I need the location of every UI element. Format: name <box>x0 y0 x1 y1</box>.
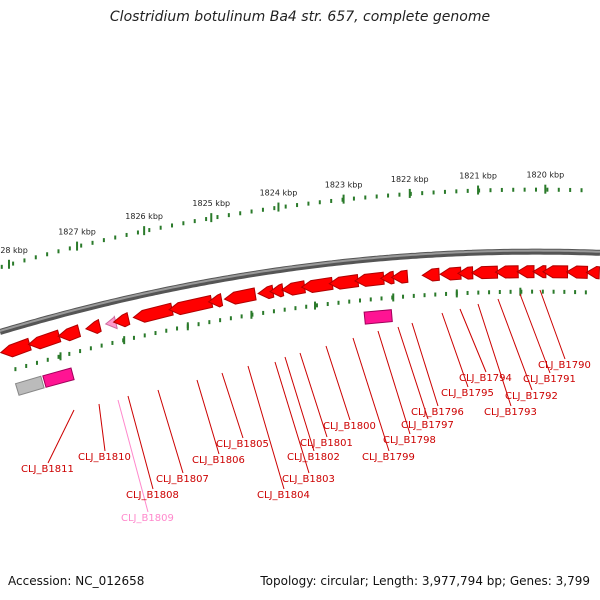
gene-feature-arrow <box>300 276 334 294</box>
gene-feature-arrow <box>421 267 440 282</box>
gene-label: CLJ_B1804 <box>257 490 310 501</box>
gray-feature <box>14 375 45 396</box>
gene-label: CLJ_B1800 <box>323 421 376 432</box>
gene-feature-arrow <box>565 265 589 279</box>
gene-label-leader <box>117 399 149 513</box>
gene-feature-arrow <box>84 318 102 335</box>
gene-label: CLJ_B1790 <box>538 360 591 371</box>
gene-feature-arrow <box>494 265 519 279</box>
kbp-label: 1825 kbp <box>192 199 230 208</box>
gene-feature-arrow <box>207 292 224 308</box>
gene-label-leader <box>397 326 429 420</box>
gene-label: CLJ_B1807 <box>156 474 209 485</box>
gene-label-leader <box>284 356 315 452</box>
gene-feature-arrow <box>132 302 174 323</box>
gene-feature-arrow <box>354 271 385 287</box>
kbp-label: 1823 kbp <box>325 181 363 190</box>
kbp-label: 1828 kbp <box>0 246 28 255</box>
rna-feature <box>42 367 75 388</box>
gene-label-leader <box>377 330 411 435</box>
kbp-label: 1824 kbp <box>260 189 298 198</box>
gene-label-leader <box>127 395 154 490</box>
gene-label: CLJ_B1796 <box>411 407 464 418</box>
gene-feature-arrow <box>456 266 474 280</box>
gene-label-leader <box>497 298 533 391</box>
gene-label: CLJ_B1806 <box>192 455 245 466</box>
gene-feature-arrow <box>516 265 535 279</box>
gene-feature-arrow <box>541 265 569 279</box>
gene-label: CLJ_B1809 <box>121 513 174 524</box>
gene-label-leader <box>459 308 487 373</box>
kbp-label: 1821 kbp <box>459 172 497 181</box>
gene-feature-arrow <box>585 265 600 280</box>
gene-label-leader <box>411 322 439 407</box>
gene-label: CLJ_B1791 <box>523 374 576 385</box>
gene-feature-arrow <box>439 266 462 281</box>
gene-label-leader <box>352 337 390 452</box>
gene-label: CLJ_B1802 <box>287 452 340 463</box>
gene-feature-arrow <box>470 265 499 280</box>
gene-feature-arrow <box>257 284 275 300</box>
gene-feature-arrow <box>328 274 360 290</box>
gene-feature-arrow <box>223 287 257 305</box>
accession-text: Accession: NC_012658 <box>8 574 145 588</box>
gene-feature-arrow <box>269 283 285 298</box>
gene-label: CLJ_B1808 <box>126 490 179 501</box>
gene-label-leader <box>299 352 328 438</box>
gene-label-leader <box>196 379 220 455</box>
gene-label: CLJ_B1794 <box>459 373 512 384</box>
gene-label: CLJ_B1797 <box>401 420 454 431</box>
kbp-label: 1827 kbp <box>58 228 96 237</box>
gene-label-leader <box>539 289 566 360</box>
gene-label-leader <box>98 403 106 452</box>
gene-feature-arrow <box>104 315 118 330</box>
kbp-label: 1820 kbp <box>526 171 564 180</box>
gene-label-leader <box>441 312 469 388</box>
kbp-label: 1822 kbp <box>391 175 429 184</box>
gene-label: CLJ_B1795 <box>441 388 494 399</box>
gene-label-leader <box>325 345 351 421</box>
gene-label-leader <box>47 409 75 464</box>
gene-label: CLJ_B1803 <box>282 474 335 485</box>
gene-label: CLJ_B1792 <box>505 391 558 402</box>
gene-feature-arrow <box>379 270 395 285</box>
gene-feature-arrow <box>280 280 306 296</box>
gene-feature-arrow <box>112 311 131 328</box>
topology-summary: Topology: circular; Length: 3,977,794 bp… <box>260 574 590 588</box>
kbp-label: 1826 kbp <box>125 212 163 221</box>
gene-label-leader <box>519 293 551 374</box>
gene-feature-arrow <box>390 269 409 284</box>
gene-label: CLJ_B1811 <box>21 464 74 475</box>
gene-label: CLJ_B1810 <box>78 452 131 463</box>
genome-title: Clostridium botulinum Ba4 str. 657, comp… <box>109 9 491 25</box>
gene-label-leader <box>274 361 310 474</box>
genome-backbone-highlight <box>0 249 600 332</box>
gene-label: CLJ_B1805 <box>216 439 269 450</box>
gene-label-leader <box>157 389 184 474</box>
gene-label: CLJ_B1801 <box>300 438 353 449</box>
rna-feature <box>363 309 393 325</box>
gene-feature-arrow <box>168 294 214 316</box>
gene-label: CLJ_B1798 <box>383 435 436 446</box>
gene-feature-arrow <box>0 337 32 358</box>
gene-feature-arrow <box>57 324 82 342</box>
gene-label: CLJ_B1799 <box>362 452 415 463</box>
gene-label-leader <box>221 372 244 439</box>
gene-label-leader <box>477 303 512 407</box>
gene-label-leader <box>247 365 285 490</box>
gene-feature-arrow <box>532 265 547 279</box>
gene-feature-arrow <box>27 329 62 350</box>
gene-label: CLJ_B1793 <box>484 407 537 418</box>
